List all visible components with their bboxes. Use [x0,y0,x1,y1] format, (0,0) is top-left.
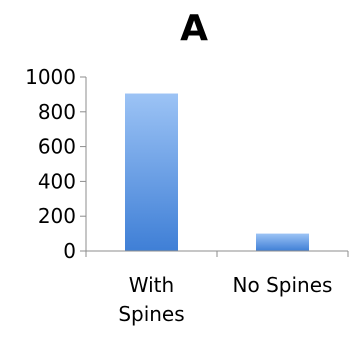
y-tick-label: 1000 [25,65,76,89]
category-labels: With Spines No Spines [118,273,332,326]
y-axis-ticks: 0 200 400 600 800 1000 [25,65,86,263]
bars [125,93,309,251]
y-tick-label: 200 [38,204,76,228]
y-tick-label: 0 [63,239,76,263]
x-category-label: With Spines [118,273,184,326]
bar-no-spines [256,233,309,251]
bar-with-spines [125,93,178,251]
axes [85,77,349,257]
y-tick-label: 400 [38,169,76,193]
y-tick-label: 800 [38,100,76,124]
chart-title: A [180,8,208,49]
x-category-label: No Spines [233,273,333,297]
y-tick-label: 600 [38,135,76,159]
